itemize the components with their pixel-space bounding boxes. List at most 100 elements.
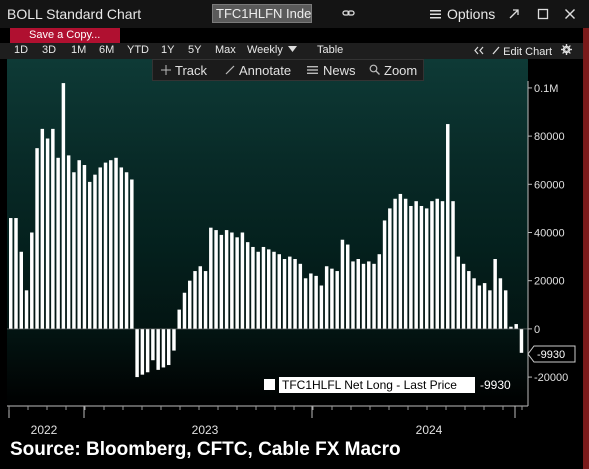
period-6m[interactable]: 6M bbox=[99, 44, 115, 56]
bar bbox=[140, 328, 145, 375]
last-value-label: -9930 bbox=[537, 349, 565, 361]
bar bbox=[156, 328, 160, 370]
bar bbox=[56, 157, 60, 329]
bar bbox=[182, 292, 187, 329]
bar bbox=[251, 246, 255, 329]
y-tick-label: 20000 bbox=[534, 276, 565, 288]
x-ticks: 2022 2023 2024 bbox=[8, 406, 523, 437]
news-tool[interactable]: News bbox=[307, 63, 356, 78]
zoom-tool[interactable]: Zoom bbox=[369, 63, 417, 78]
maximize-icon[interactable] bbox=[537, 8, 549, 20]
bar bbox=[224, 230, 229, 329]
close-icon[interactable] bbox=[564, 8, 576, 20]
bar bbox=[51, 128, 55, 329]
collapse-icon[interactable] bbox=[474, 46, 484, 55]
bar bbox=[166, 328, 171, 366]
annotate-tool[interactable]: Annotate bbox=[225, 63, 291, 78]
bar bbox=[372, 263, 376, 329]
period-1y[interactable]: 1Y bbox=[161, 44, 175, 56]
pen-icon bbox=[225, 65, 235, 75]
bar bbox=[172, 328, 176, 351]
bar bbox=[409, 205, 413, 329]
bar bbox=[14, 218, 18, 329]
bar bbox=[351, 261, 355, 329]
window-title-bar: BOLL Standard Chart TFC1HLFN Index Optio… bbox=[0, 0, 589, 28]
bar bbox=[161, 328, 166, 368]
gear-icon[interactable] bbox=[561, 44, 573, 55]
bar bbox=[19, 251, 23, 329]
link-icon[interactable] bbox=[342, 8, 355, 18]
bar bbox=[40, 128, 45, 329]
bar bbox=[109, 160, 113, 329]
bar bbox=[514, 324, 518, 329]
save-copy-button[interactable]: Save a Copy... bbox=[10, 28, 120, 43]
bar bbox=[356, 259, 360, 329]
ticker-input[interactable]: TFC1HLFN Index bbox=[212, 4, 312, 23]
bar bbox=[114, 157, 118, 329]
bar bbox=[45, 138, 50, 329]
bar bbox=[493, 259, 497, 329]
y-tick-label: 40000 bbox=[534, 228, 565, 240]
bar bbox=[145, 328, 150, 373]
bar bbox=[245, 242, 250, 329]
period-max[interactable]: Max bbox=[215, 44, 236, 56]
y-tick-label: 0 bbox=[534, 324, 540, 336]
frequency-label: Weekly bbox=[247, 44, 283, 56]
window-title: BOLL Standard Chart bbox=[7, 6, 142, 22]
hamburger-icon bbox=[430, 10, 441, 19]
bar bbox=[451, 201, 455, 329]
bar bbox=[87, 181, 92, 329]
y-tick-label: 0.1M bbox=[534, 83, 558, 95]
period-bar: 1D 3D 1M 6M YTD 1Y 5Y Max Weekly Table E… bbox=[0, 43, 589, 59]
legend-label: TFC1HLFL Net Long - Last Price bbox=[282, 378, 457, 392]
bar bbox=[414, 201, 418, 329]
table-button[interactable]: Table bbox=[317, 44, 344, 56]
bar bbox=[256, 251, 260, 329]
bar bbox=[345, 244, 350, 329]
bar bbox=[72, 172, 76, 329]
options-menu[interactable]: Options bbox=[430, 6, 495, 22]
bar bbox=[77, 160, 81, 329]
bar bbox=[361, 263, 366, 329]
legend-value: -9930 bbox=[480, 378, 511, 392]
bar bbox=[298, 263, 303, 329]
bar bbox=[214, 230, 218, 329]
period-3d[interactable]: 3D bbox=[42, 44, 57, 56]
bar bbox=[482, 283, 487, 329]
track-tool[interactable]: Track bbox=[161, 63, 207, 78]
bar bbox=[335, 271, 339, 329]
bar bbox=[498, 278, 503, 329]
bar bbox=[330, 268, 334, 329]
last-value-tag: -9930 bbox=[527, 345, 576, 363]
bar bbox=[519, 328, 524, 353]
bar bbox=[393, 198, 397, 329]
bar bbox=[382, 220, 387, 329]
x-tick-label: 2024 bbox=[416, 423, 443, 437]
bar bbox=[367, 261, 371, 329]
period-5y[interactable]: 5Y bbox=[188, 44, 202, 56]
bar bbox=[130, 179, 134, 329]
bar bbox=[93, 174, 97, 329]
bar bbox=[277, 254, 281, 329]
edit-chart-button[interactable]: Edit Chart bbox=[474, 44, 573, 58]
bar bbox=[430, 201, 434, 329]
bar bbox=[340, 239, 345, 329]
edit-chart-label: Edit Chart bbox=[503, 46, 553, 58]
period-1m[interactable]: 1M bbox=[71, 44, 87, 56]
frequency-dropdown[interactable]: Weekly bbox=[247, 44, 297, 56]
period-ytd[interactable]: YTD bbox=[127, 44, 149, 56]
magnifier-icon bbox=[369, 64, 380, 75]
bar bbox=[240, 232, 245, 329]
bar bbox=[509, 326, 513, 329]
pencil-icon bbox=[492, 46, 500, 55]
chart-tools-toolbar: Track Annotate News Zoom bbox=[152, 59, 424, 81]
x-tick-label: 2023 bbox=[192, 423, 219, 437]
bar bbox=[203, 271, 208, 329]
period-1d[interactable]: 1D bbox=[14, 44, 29, 56]
bar bbox=[235, 237, 239, 329]
bar bbox=[193, 271, 197, 329]
x-axis-area bbox=[7, 406, 528, 439]
bar bbox=[388, 208, 392, 329]
bar bbox=[103, 162, 108, 329]
popout-icon[interactable] bbox=[508, 8, 520, 20]
